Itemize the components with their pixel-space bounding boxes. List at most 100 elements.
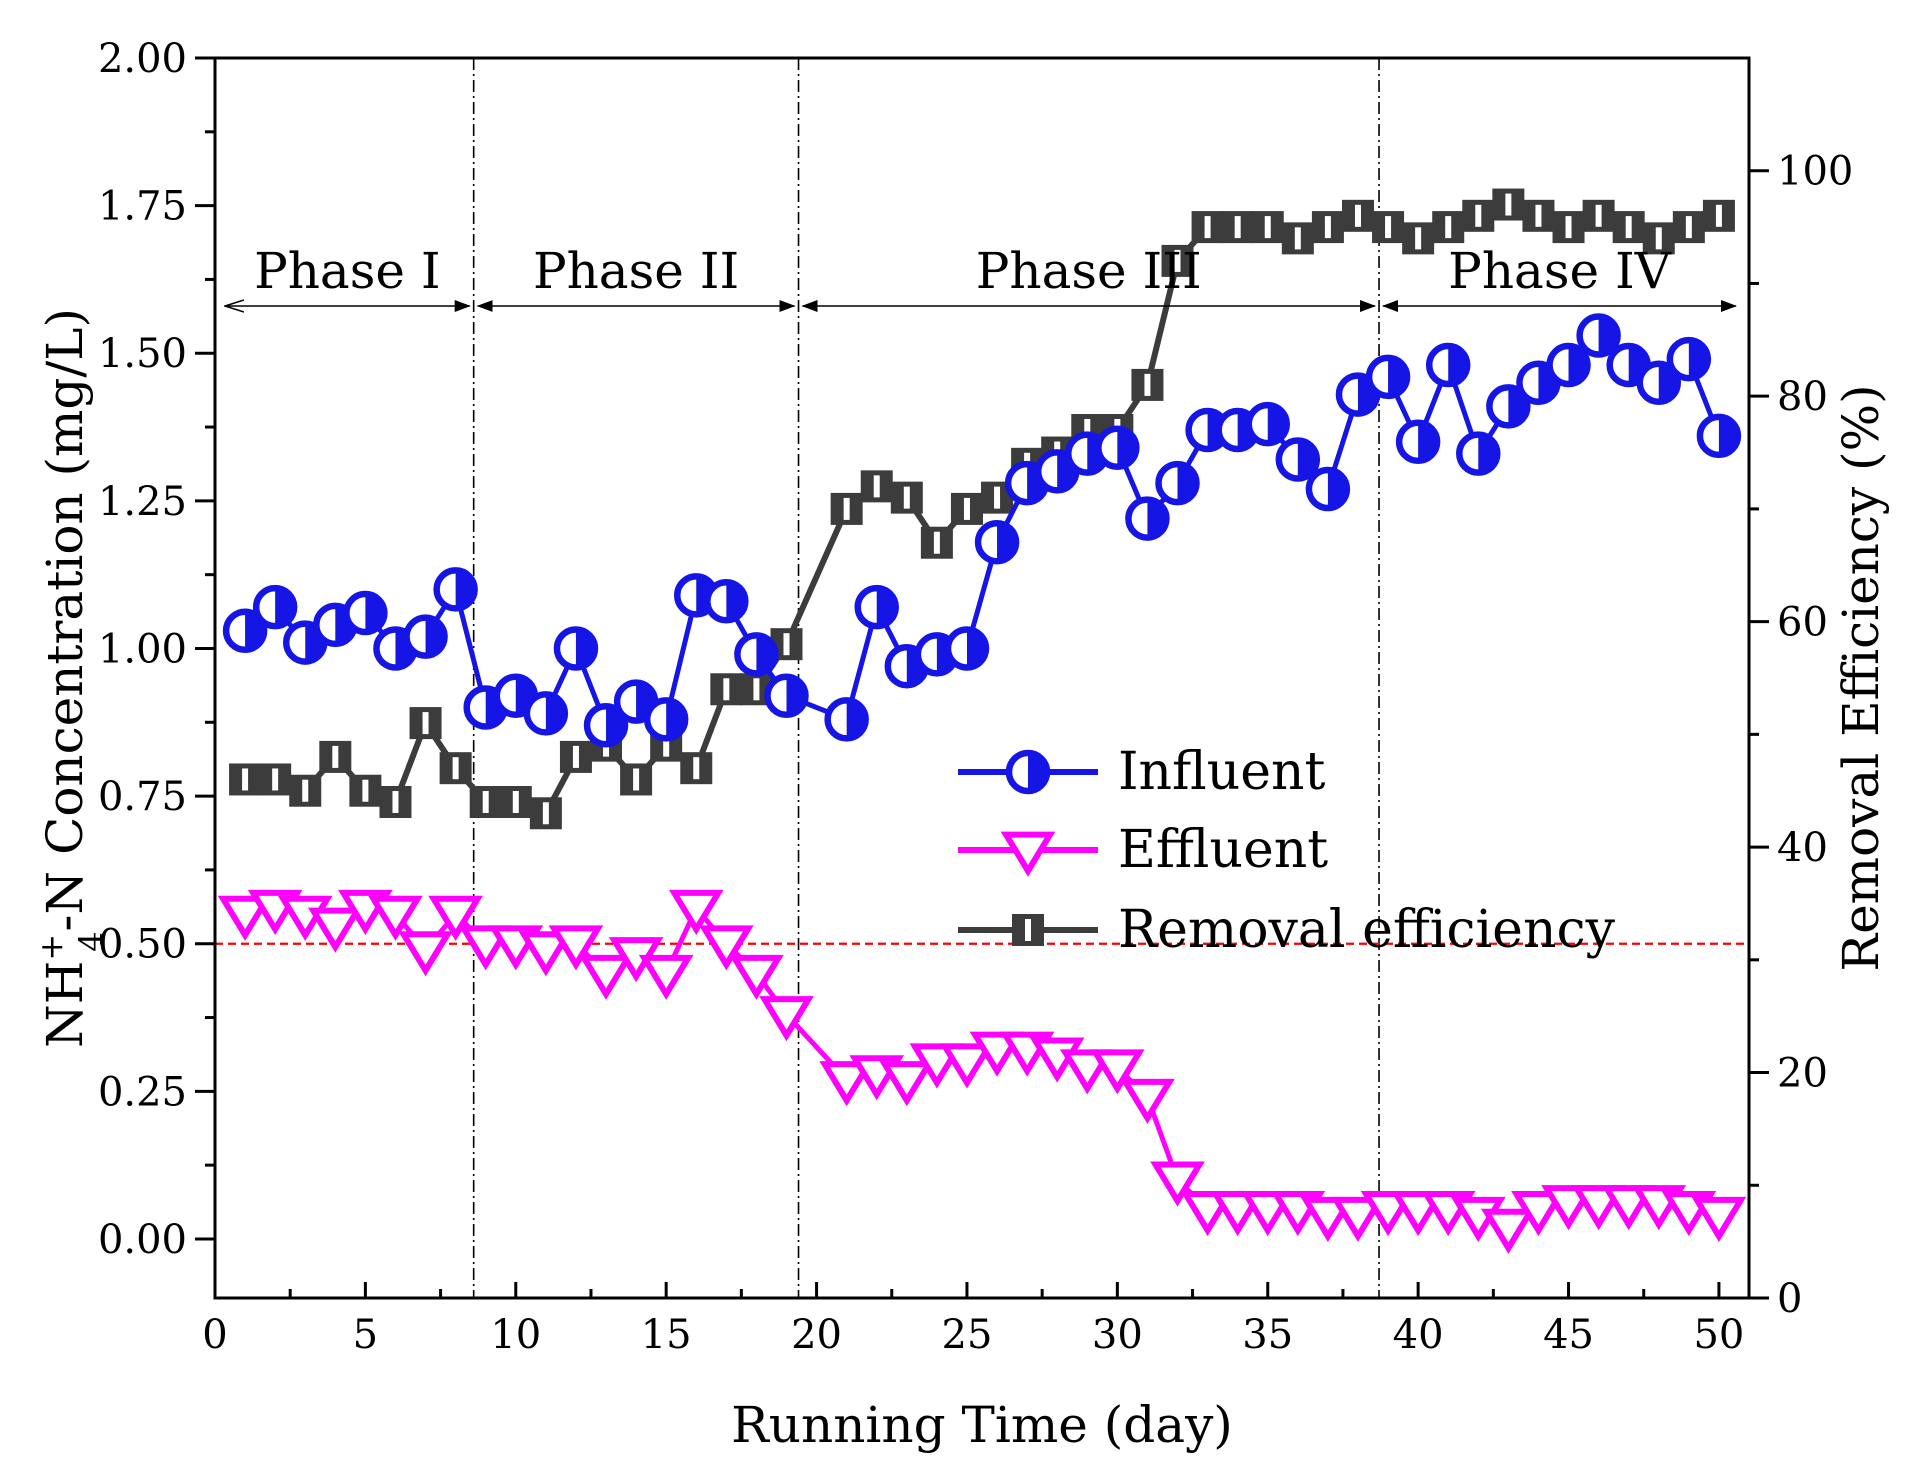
- data-point-fill: [545, 694, 565, 733]
- data-point-inner: [1535, 204, 1542, 227]
- y-left-tick-label: 1.25: [98, 479, 187, 525]
- y-left-title-base: NH: [36, 961, 94, 1048]
- plot-frame: [213, 56, 1751, 1300]
- data-point: [518, 931, 574, 977]
- phase-annotations: Phase I Phase II Phase III Phase IV: [225, 242, 1737, 306]
- data-point-inner: [663, 734, 670, 757]
- data-point-inner: [783, 633, 790, 656]
- legend-entry: Removal efficiency: [958, 900, 1616, 960]
- data-point-inner: [1204, 216, 1211, 239]
- data-point-fill: [966, 629, 986, 668]
- y-left-tick-label: 0.25: [98, 1069, 187, 1115]
- x-axis-title: Running Time (day): [731, 1396, 1233, 1454]
- data-point: [819, 1061, 874, 1107]
- data-point-fill: [786, 676, 806, 715]
- phase-label: Phase III: [976, 242, 1202, 300]
- x-tick-label: 40: [1393, 1312, 1444, 1358]
- data-point: [1120, 1078, 1175, 1124]
- y-left-tick-label: 0.00: [98, 1217, 187, 1263]
- data-point-inner: [1294, 227, 1301, 250]
- y-left-title-sup: +: [32, 934, 70, 961]
- data-point: [1691, 1196, 1747, 1243]
- data-point-inner: [272, 768, 279, 791]
- y-axis-left-title: NH+4-N Concentration (mg/L): [32, 308, 110, 1048]
- data-point-inner: [1415, 227, 1422, 250]
- y-left-tick-label: 0.75: [98, 774, 187, 820]
- data-point-inner: [1625, 216, 1632, 239]
- data-point-fill: [756, 635, 776, 674]
- data-point: [1090, 1049, 1145, 1095]
- data-point-fill: [575, 629, 595, 668]
- series-layer: [217, 188, 1747, 1254]
- data-point-inner: [1144, 373, 1151, 396]
- data-point-inner: [633, 768, 640, 791]
- data-point-inner: [1475, 204, 1482, 227]
- x-tick-label: 25: [942, 1312, 993, 1358]
- data-point-inner: [512, 791, 519, 813]
- data-point: [217, 895, 273, 941]
- data-point-inner: [1174, 249, 1181, 272]
- y-right-tick-label: 60: [1777, 600, 1828, 646]
- data-point-inner: [1234, 216, 1241, 239]
- data-point-fill: [1478, 434, 1498, 473]
- data-point: [368, 895, 423, 941]
- legend-marker: [1000, 831, 1056, 877]
- data-point-fill: [666, 700, 686, 739]
- data-point-fill: [1568, 346, 1588, 385]
- y-left-tick-label: 2.00: [98, 36, 187, 82]
- data-point-inner: [1385, 216, 1392, 239]
- data-point: [699, 925, 754, 971]
- data-point: [668, 889, 724, 935]
- data-point-fill: [365, 594, 385, 633]
- data-point-inner: [242, 768, 249, 791]
- y-left-tick-label: 1.50: [98, 331, 187, 377]
- legend-entry: Influent: [958, 742, 1325, 802]
- legend-label: Influent: [1118, 742, 1325, 802]
- data-point-inner: [753, 678, 760, 701]
- data-point-fill: [1267, 405, 1287, 444]
- data-point: [1150, 1161, 1205, 1207]
- data-point-inner: [1715, 204, 1722, 227]
- y-right-tick-label: 80: [1777, 374, 1828, 420]
- data-point: [578, 954, 634, 1000]
- x-tick-label: 15: [641, 1312, 692, 1358]
- data-point-fill: [455, 570, 475, 609]
- data-point-fill: [1327, 470, 1347, 509]
- data-point-fill: [876, 588, 896, 627]
- legend-label: Removal efficiency: [1118, 900, 1616, 960]
- data-point-fill: [846, 700, 866, 739]
- x-tick-label: 5: [353, 1312, 378, 1358]
- data-point-inner: [362, 779, 369, 802]
- svg-text:NH+4-N Concentration (mg/L): NH+4-N Concentration (mg/L): [32, 308, 110, 1048]
- x-tick-label: 50: [1693, 1312, 1744, 1358]
- data-point-inner: [693, 757, 700, 780]
- data-point-fill: [1117, 428, 1137, 467]
- y-right-tick-label: 0: [1777, 1276, 1802, 1322]
- x-tick-label: 10: [490, 1312, 541, 1358]
- data-point-inner: [1324, 216, 1331, 239]
- data-point-fill: [1598, 316, 1618, 355]
- data-point-inner: [482, 791, 489, 813]
- data-point-fill: [1147, 499, 1167, 538]
- data-point-fill: [1177, 464, 1197, 503]
- y-left-tick-label: 1.75: [98, 184, 187, 230]
- data-point-fill: [1718, 416, 1738, 455]
- data-point: [398, 931, 453, 977]
- data-point-fill: [997, 523, 1017, 562]
- data-point-inner: [903, 486, 910, 509]
- x-tick-label: 20: [791, 1312, 842, 1358]
- y-axis-left: 0.00 0.25 0.50 0.75 1.00 1.25 1.50 1.75 2.00: [98, 36, 215, 1263]
- y-left-tick-label: 1.00: [98, 626, 187, 672]
- data-point-fill: [726, 582, 746, 621]
- x-tick-label: 30: [1092, 1312, 1143, 1358]
- data-point-fill: [275, 588, 295, 627]
- data-point-inner: [1595, 204, 1602, 227]
- data-point-inner: [392, 791, 399, 813]
- data-point-inner: [873, 475, 880, 498]
- y-right-tick-label: 100: [1777, 149, 1853, 195]
- y-right-tick-label: 40: [1777, 825, 1828, 871]
- data-point: [307, 907, 363, 953]
- x-axis: 0 5 10 15 20 25 30 35 40 45 50: [202, 1282, 1744, 1358]
- legend-entry: Effluent: [958, 820, 1328, 880]
